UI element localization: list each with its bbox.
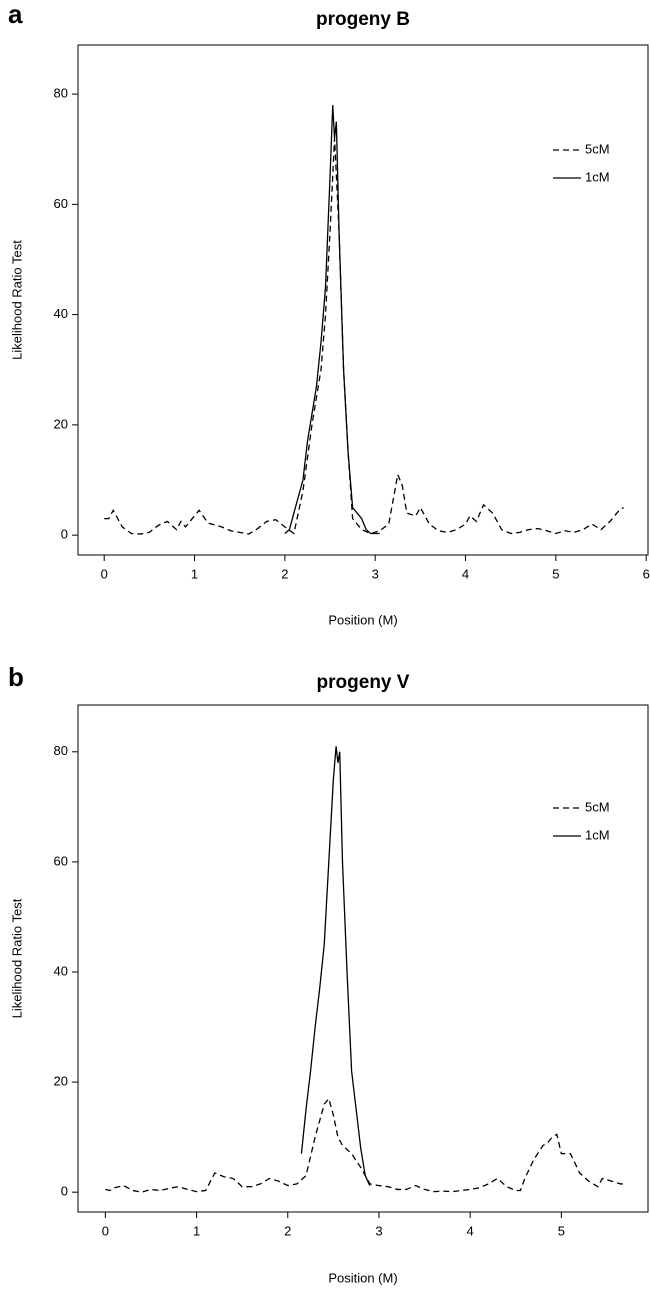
legend-label: 5cM: [585, 799, 610, 814]
legend-label: 1cM: [585, 169, 610, 184]
x-tick-label: 1: [193, 1223, 200, 1238]
panel-label: a: [8, 0, 23, 29]
y-tick-label: 0: [61, 1184, 68, 1199]
y-tick-label: 80: [54, 743, 68, 758]
x-tick-label: 6: [643, 566, 650, 581]
y-tick-label: 40: [54, 963, 68, 978]
y-tick-label: 60: [54, 853, 68, 868]
x-tick-label: 3: [375, 1223, 382, 1238]
x-tick-label: 5: [552, 566, 559, 581]
x-tick-label: 0: [102, 1223, 109, 1238]
plot-frame: [77, 704, 649, 1213]
series-line: [300, 746, 371, 1186]
x-tick-label: 4: [462, 566, 469, 581]
chart-title: progeny V: [317, 672, 410, 693]
x-tick-label: 4: [467, 1223, 474, 1238]
series-line: [104, 138, 624, 535]
y-tick-label: 80: [54, 86, 68, 101]
x-tick-label: 0: [101, 566, 108, 581]
panel: b progeny V 0 1 2 3 4 5 0 20 40 60 80 Position (M) Lik…: [8, 662, 649, 1285]
plot-frame: [77, 44, 649, 556]
series-line: [105, 1097, 626, 1193]
x-tick-label: 2: [284, 1223, 291, 1238]
y-axis-label: Likelihood Ratio Test: [9, 898, 24, 1018]
panel-label: b: [8, 662, 24, 692]
x-axis-label: Position (M): [328, 1270, 397, 1285]
x-tick-label: 5: [558, 1223, 565, 1238]
x-tick-label: 3: [372, 566, 379, 581]
y-tick-label: 20: [54, 1074, 68, 1089]
series-line: [284, 105, 380, 535]
legend-label: 5cM: [585, 141, 610, 156]
x-tick-label: 2: [281, 566, 288, 581]
y-axis-label: Likelihood Ratio Test: [9, 240, 24, 360]
y-tick-label: 0: [61, 527, 68, 542]
legend-label: 1cM: [585, 827, 610, 842]
y-tick-label: 20: [54, 416, 68, 431]
y-tick-label: 60: [54, 196, 68, 211]
y-tick-label: 40: [54, 306, 68, 321]
x-axis-label: Position (M): [328, 612, 397, 627]
x-tick-label: 1: [191, 566, 198, 581]
chart-title: progeny B: [316, 9, 410, 30]
